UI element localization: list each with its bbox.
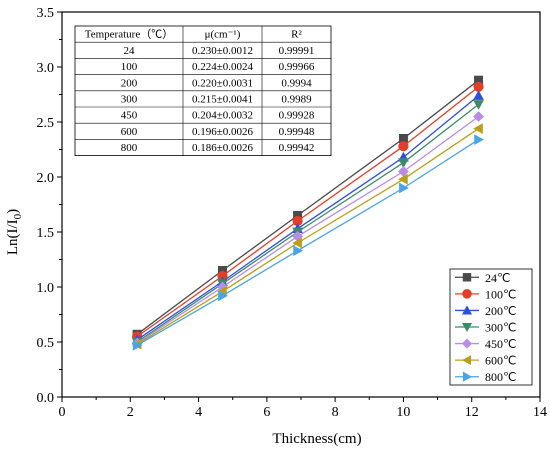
table-cell: 0.9994 [281,77,312,89]
table-cell: 300 [121,94,138,106]
table-cell: 0.224±0.0024 [192,61,254,73]
legend-item: 600℃ [455,354,516,368]
x-tick-label: 12 [465,405,479,420]
table-cell: 0.9989 [281,94,312,106]
legend-marker [461,322,473,333]
data-point [293,245,303,257]
y-tick-label: 3.5 [37,6,55,21]
legend-label: 100℃ [485,287,516,301]
data-point [398,173,408,185]
legend-label: 450℃ [485,337,516,351]
table-header-cell: R² [291,29,302,41]
legend-item: 24℃ [455,271,510,285]
table-cell: 450 [121,110,138,122]
table-cell: 0.230±0.0012 [192,45,253,57]
data-point [473,123,483,134]
legend-label: 800℃ [485,370,516,384]
y-tick-label: 1.0 [37,281,55,296]
legend-item: 200℃ [455,304,516,318]
table-cell: 100 [121,61,138,73]
y-tick-label: 0.5 [37,336,55,351]
series-line [136,139,479,346]
y-axis-label: Ln(I/I0) [5,209,24,255]
legend-item: 300℃ [455,321,516,335]
data-point [292,215,303,227]
legend-marker [462,371,473,382]
series-group [131,123,483,350]
data-point [473,111,484,122]
data-point [398,134,408,143]
table-cell: 0.220±0.0031 [192,77,253,89]
data-point [132,339,143,351]
data-point [399,182,409,194]
y-axis-label-main: Ln(I/I [5,219,21,255]
legend-label: 200℃ [485,304,516,318]
data-point [217,266,227,275]
data-point [398,166,409,177]
x-tick-label: 0 [59,405,66,420]
series-line [136,128,479,345]
data-point [473,90,484,100]
series-group [132,134,484,351]
table-cell: 0.99966 [279,61,315,73]
y-tick-label: 1.5 [37,226,55,241]
data-point [474,134,484,145]
data-point [292,237,302,249]
table-cell: 800 [121,142,138,154]
data-point [398,158,409,169]
table-cell: 200 [121,77,138,89]
legend-item: 100℃ [455,287,516,301]
x-tick-label: 10 [396,405,410,420]
table-cell: 600 [121,126,138,138]
legend-item: 450℃ [455,337,516,351]
data-point [398,141,409,152]
x-tick-label: 2 [127,405,134,420]
legend-marker [461,305,473,315]
data-point [217,281,228,293]
x-tick-label: 8 [332,405,339,420]
y-tick-label: 2.0 [37,171,55,186]
table-cell: 0.99928 [279,110,315,122]
x-axis-label: Thickness(cm) [272,431,361,447]
table-header-cell: Temperature（℃） [85,28,173,41]
table-cell: 0.215±0.0041 [192,94,253,106]
y-tick-label: 0.0 [37,391,55,406]
legend-marker [462,273,472,282]
x-tick-label: 4 [195,405,202,420]
y-tick-label: 3.0 [37,61,55,76]
table-cell: 0.99942 [279,142,315,154]
legend-marker [461,338,473,349]
x-tick-label: 14 [533,405,547,420]
legend-label: 24℃ [485,271,510,285]
legend-label: 300℃ [485,321,516,335]
table-cell: 0.99991 [279,45,315,57]
data-point [474,75,484,85]
data-point [218,290,228,302]
table-cell: 0.204±0.0032 [192,110,253,122]
y-axis-label-sub: 0 [12,213,24,219]
table-cell: 0.186±0.0026 [192,142,254,154]
legend-marker [462,289,472,299]
data-point [473,81,484,92]
legend-marker [461,355,472,366]
y-tick-label: 2.5 [37,116,55,131]
x-tick-label: 6 [263,405,270,420]
table-cell: 24 [124,45,136,57]
data-point [473,100,484,110]
y-axis-label-close: ) [5,209,21,214]
legend-item: 800℃ [455,370,516,384]
data-point [293,211,303,220]
table-cell: 0.99948 [279,126,315,138]
legend-label: 600℃ [485,354,516,368]
data-point [217,270,228,282]
table-header-cell: μ(cm⁻¹) [205,29,241,41]
table-cell: 0.196±0.0026 [192,126,254,138]
